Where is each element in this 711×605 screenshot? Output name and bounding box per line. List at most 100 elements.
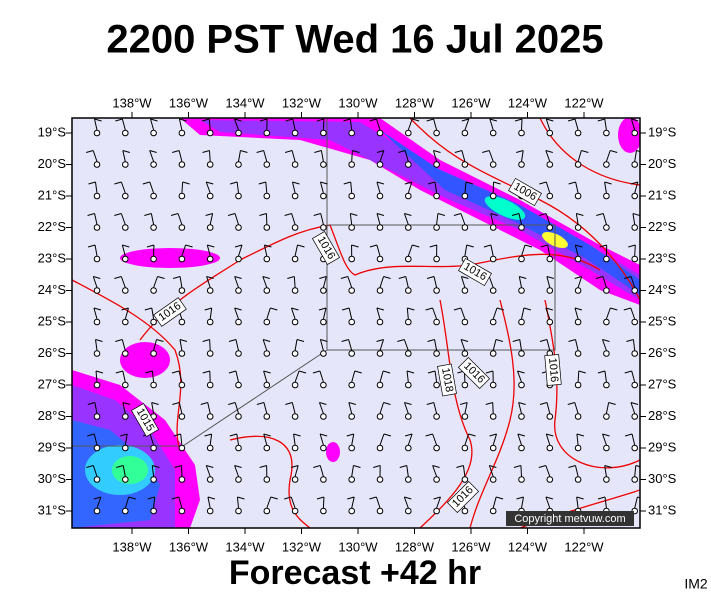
station [490,225,496,231]
station [123,445,129,451]
station [547,130,553,136]
longitude-label: 136°W [169,95,209,110]
latitude-label: 23°S [38,250,67,265]
station [434,319,440,325]
station [519,414,525,420]
station [264,414,270,420]
station [575,382,581,388]
station [406,351,412,357]
station [406,477,412,483]
longitude-label: 128°W [395,539,435,554]
wind-shade [326,442,340,462]
station [151,477,157,483]
station [434,414,440,420]
station [547,445,553,451]
latitude-label: 24°S [38,282,67,297]
station [604,414,610,420]
station [292,445,298,451]
station [434,193,440,199]
station [207,288,213,294]
station [547,225,553,231]
station [462,508,468,514]
station [490,351,496,357]
station [349,319,355,325]
latitude-label: 24°S [648,282,677,297]
latitude-label: 31°S [648,502,677,517]
station [123,288,129,294]
station [94,319,100,325]
longitude-label: 132°W [282,95,322,110]
latitude-label: 30°S [648,471,677,486]
station [632,256,638,262]
station [462,351,468,357]
station [547,162,553,168]
station [321,193,327,199]
station [207,130,213,136]
station [462,414,468,420]
station [349,288,355,294]
station [292,382,298,388]
station [292,351,298,357]
station [207,445,213,451]
station [179,225,185,231]
station [575,319,581,325]
latitude-label: 20°S [38,156,67,171]
latitude-label: 29°S [648,439,677,454]
station [462,162,468,168]
longitude-label: 122°W [564,95,604,110]
station [264,319,270,325]
station [377,477,383,483]
station [604,193,610,199]
station [207,351,213,357]
longitude-label: 134°W [225,539,265,554]
station [151,351,157,357]
station [236,162,242,168]
station [292,162,298,168]
latitude-label: 19°S [648,124,677,139]
station [292,256,298,262]
latitude-label: 21°S [38,187,67,202]
station [377,351,383,357]
station [292,477,298,483]
latitude-label: 28°S [38,408,67,423]
station [179,382,185,388]
station [123,256,129,262]
station [632,319,638,325]
station [406,193,412,199]
station [406,508,412,514]
station [519,351,525,357]
station [151,288,157,294]
station [123,477,129,483]
longitude-label: 130°W [338,95,378,110]
station [292,130,298,136]
station [321,445,327,451]
station [123,382,129,388]
station [207,508,213,514]
station [264,508,270,514]
station [547,193,553,199]
station [575,414,581,420]
station [94,193,100,199]
station [604,130,610,136]
latitude-label: 31°S [38,502,67,517]
latitude-label: 26°S [648,345,677,360]
station [151,319,157,325]
station [207,162,213,168]
barb-staff [635,245,636,256]
station [490,319,496,325]
longitude-label: 128°W [395,95,435,110]
station [490,414,496,420]
station [236,193,242,199]
station [632,445,638,451]
longitude-label: 124°W [508,539,548,554]
station [151,445,157,451]
station [207,477,213,483]
station [519,162,525,168]
station [406,225,412,231]
station [490,508,496,514]
station [207,225,213,231]
station [519,477,525,483]
station [632,225,638,231]
station [264,225,270,231]
